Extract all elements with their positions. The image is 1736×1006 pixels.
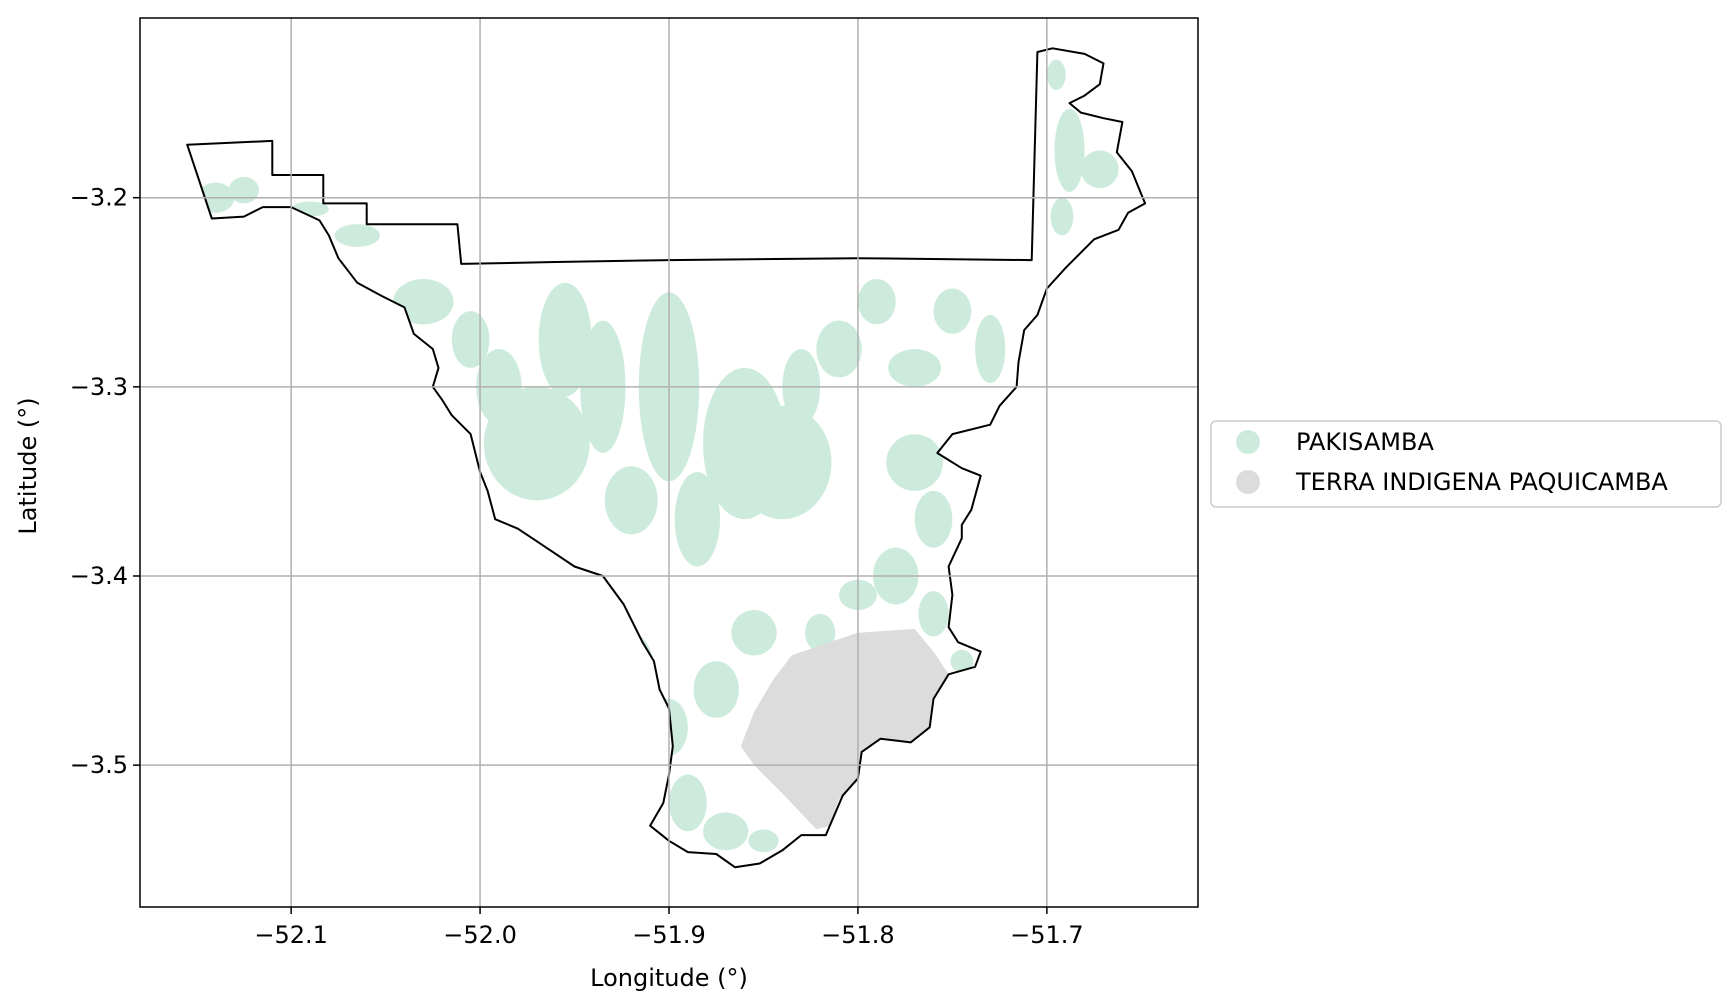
- x-tick-label: −51.9: [632, 921, 706, 949]
- x-axis-label: Longitude (°): [590, 964, 748, 992]
- pakisamba-patch: [393, 279, 454, 325]
- legend-marker-terra-indigena: [1236, 470, 1260, 494]
- y-tick-label: −3.2: [70, 184, 128, 212]
- legend: PAKISAMBA TERRA INDIGENA PAQUICAMBA: [1210, 420, 1722, 508]
- terra-indigena-area: [740, 629, 949, 830]
- x-tick-label: −52.0: [443, 921, 517, 949]
- pakisamba-patch: [731, 610, 777, 656]
- pakisamba-patch: [888, 349, 942, 387]
- legend-marker-pakisamba: [1236, 430, 1260, 454]
- axes: −52.1 −52.0 −51.9 −51.8 −51.7 −3.2 −3.3 −3.4 −3.…: [70, 17, 1199, 949]
- pakisamba-patch: [933, 288, 972, 334]
- pakisamba-patches: [196, 59, 1119, 853]
- pakisamba-patch: [975, 314, 1006, 384]
- pakisamba-patch: [1054, 108, 1085, 193]
- y-axis-label: Latitude (°): [14, 397, 42, 534]
- pakisamba-patch: [674, 471, 721, 567]
- pakisamba-patch: [483, 386, 590, 501]
- pakisamba-patch: [669, 774, 707, 832]
- plot-area: [186, 47, 1147, 869]
- pakisamba-patch: [334, 224, 380, 247]
- pakisamba-patch: [886, 434, 943, 491]
- territory-boundary: [186, 47, 1147, 869]
- legend-label-terra-indigena: TERRA INDIGENA PAQUICAMBA: [1295, 468, 1668, 496]
- pakisamba-patch: [816, 320, 862, 378]
- y-tick-label: −3.5: [70, 751, 128, 779]
- pakisamba-patch: [733, 405, 832, 520]
- pakisamba-patch: [914, 490, 953, 548]
- pakisamba-patch: [228, 176, 260, 204]
- pakisamba-patch: [604, 466, 658, 535]
- legend-label-pakisamba: PAKISAMBA: [1296, 428, 1434, 456]
- pakisamba-patch: [703, 812, 749, 851]
- pakisamba-patch: [950, 649, 974, 673]
- y-tick-label: −3.4: [70, 562, 128, 590]
- pakisamba-patch: [693, 661, 739, 718]
- pakisamba-patch: [805, 613, 836, 652]
- pakisamba-patch: [748, 829, 779, 853]
- x-tick-label: −51.7: [1010, 921, 1084, 949]
- pakisamba-patch: [1046, 59, 1066, 90]
- x-tick-label: −52.1: [254, 921, 328, 949]
- pakisamba-patch: [538, 282, 592, 397]
- pakisamba-patch: [1050, 197, 1074, 236]
- legend-frame: [1210, 420, 1722, 508]
- grid-lines: [140, 18, 1198, 907]
- pakisamba-patch: [1080, 150, 1119, 189]
- pakisamba-patch: [918, 591, 949, 637]
- pakisamba-patch: [857, 279, 896, 325]
- x-tick-label: −51.8: [821, 921, 895, 949]
- y-tick-label: −3.3: [70, 373, 128, 401]
